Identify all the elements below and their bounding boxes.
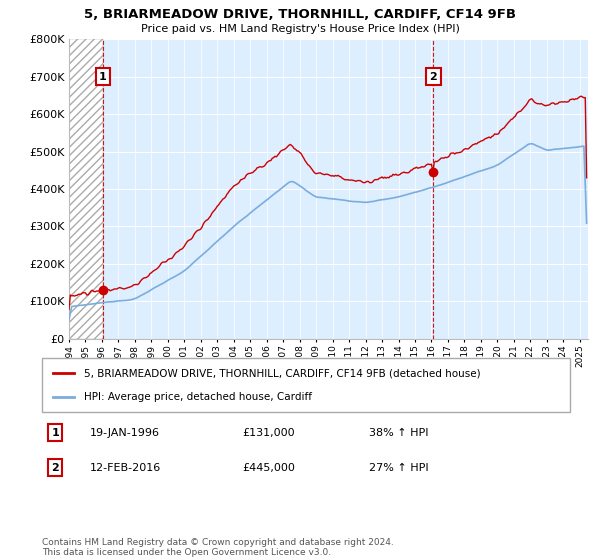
Bar <box>69 39 103 339</box>
Text: 5, BRIARMEADOW DRIVE, THORNHILL, CARDIFF, CF14 9FB: 5, BRIARMEADOW DRIVE, THORNHILL, CARDIFF… <box>84 8 516 21</box>
Text: 27% ↑ HPI: 27% ↑ HPI <box>370 463 429 473</box>
Text: Price paid vs. HM Land Registry's House Price Index (HPI): Price paid vs. HM Land Registry's House … <box>140 24 460 34</box>
Text: 12-FEB-2016: 12-FEB-2016 <box>89 463 161 473</box>
Text: 2: 2 <box>430 72 437 82</box>
Text: £445,000: £445,000 <box>242 463 296 473</box>
Text: Contains HM Land Registry data © Crown copyright and database right 2024.
This d: Contains HM Land Registry data © Crown c… <box>42 538 394 557</box>
Text: 1: 1 <box>52 428 59 437</box>
FancyBboxPatch shape <box>42 358 570 412</box>
Text: £131,000: £131,000 <box>242 428 295 437</box>
Text: 19-JAN-1996: 19-JAN-1996 <box>89 428 160 437</box>
Text: 38% ↑ HPI: 38% ↑ HPI <box>370 428 429 437</box>
Text: 5, BRIARMEADOW DRIVE, THORNHILL, CARDIFF, CF14 9FB (detached house): 5, BRIARMEADOW DRIVE, THORNHILL, CARDIFF… <box>84 368 481 379</box>
Text: HPI: Average price, detached house, Cardiff: HPI: Average price, detached house, Card… <box>84 391 312 402</box>
Text: 1: 1 <box>99 72 107 82</box>
Text: 2: 2 <box>52 463 59 473</box>
